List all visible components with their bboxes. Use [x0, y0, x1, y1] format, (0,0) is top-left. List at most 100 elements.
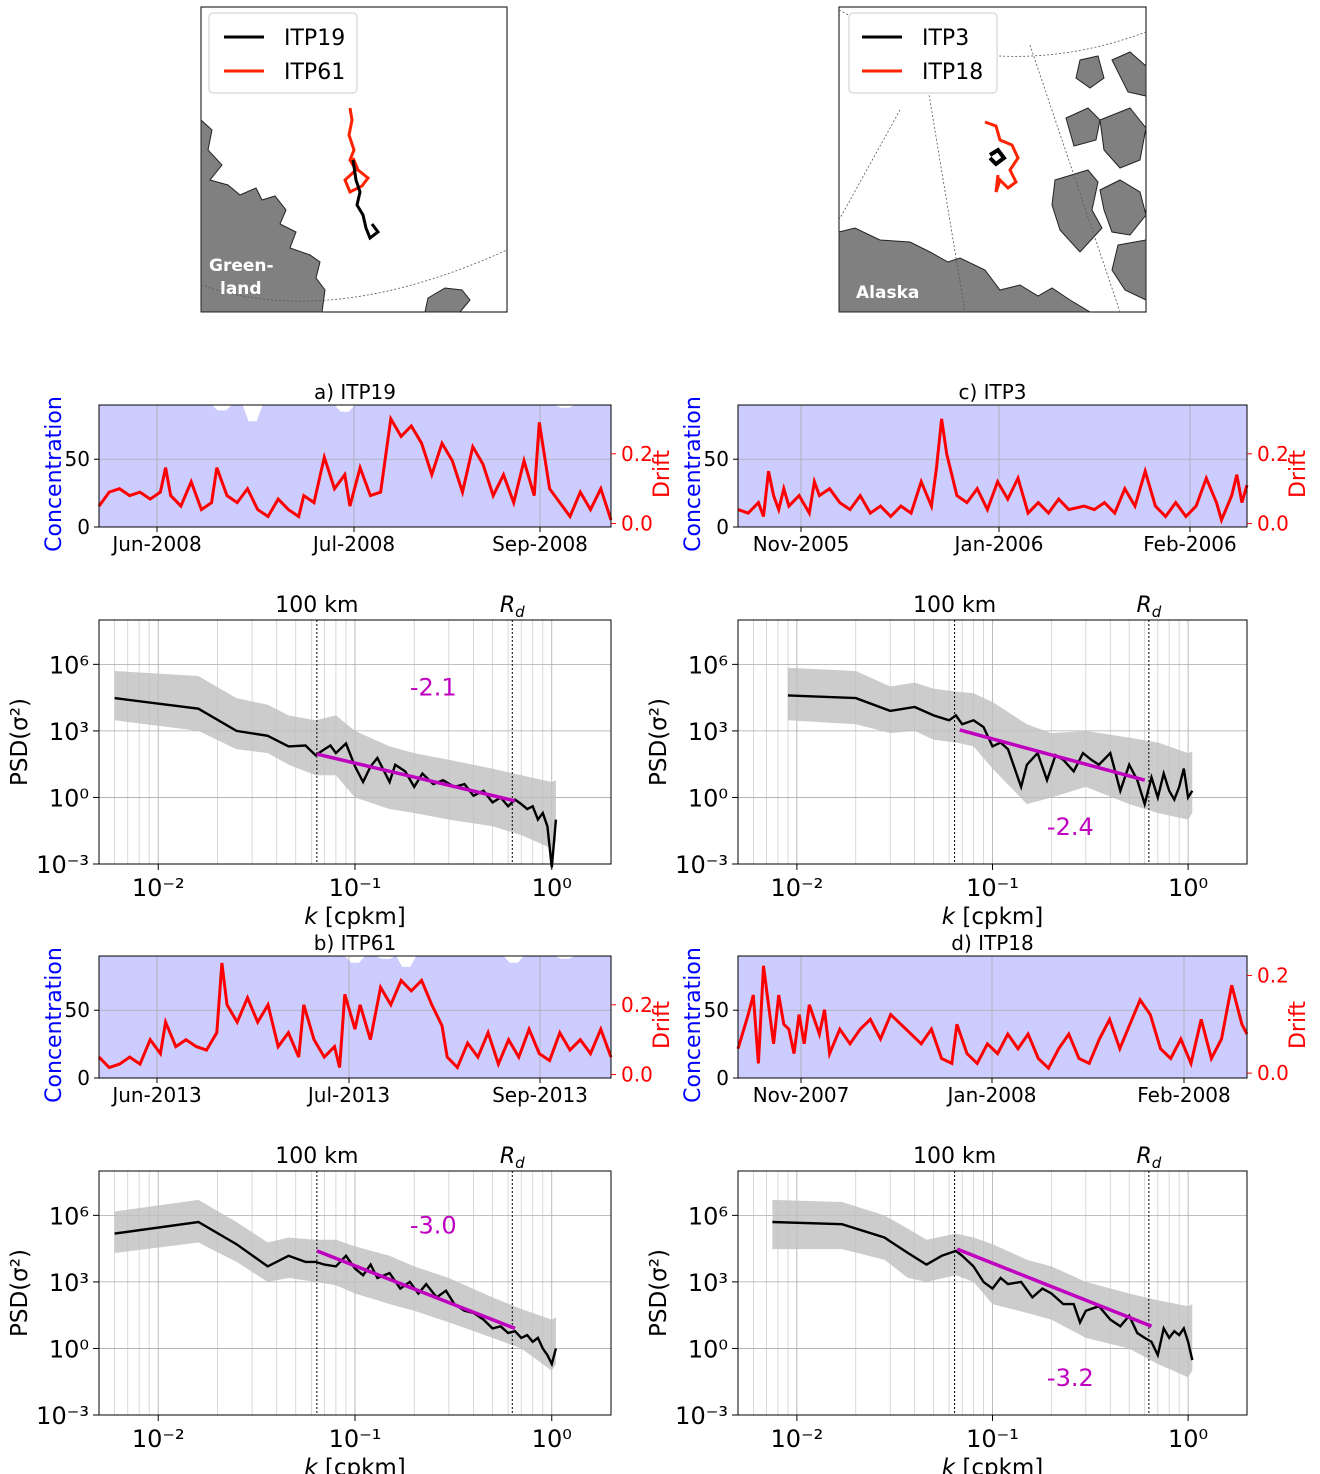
ice-concentration-area	[738, 405, 1247, 527]
concentration-gap-5	[554, 405, 575, 408]
y-right-tick-label: 0.2	[621, 442, 653, 466]
ref-line-label-0: 100 km	[913, 593, 996, 618]
track-itp18	[984, 120, 1020, 193]
concentration-gap-2	[396, 956, 417, 967]
concentration-gap-1	[375, 956, 396, 959]
y-tick-label: 10⁰	[688, 1335, 728, 1363]
axes-frame	[98, 955, 612, 1079]
y-right-tick-label: 0.0	[1257, 1061, 1289, 1085]
x-tick-label: Jan-2008	[946, 1083, 1037, 1107]
y-left-tick-label: 0	[77, 515, 90, 539]
x-tick-label: Jun-2008	[110, 532, 201, 556]
legend-label-itp18: ITP18	[922, 60, 983, 85]
greenland-land	[200, 118, 326, 313]
concentration-gap-0	[119, 400, 140, 405]
axes-frame	[98, 404, 612, 528]
concentration-gap-2	[242, 405, 263, 422]
psd-panel-b_psd: 100 km Rd -3.0 10⁻² 10⁻¹ 10⁰ 10⁻³ 10⁰ 10³ 10⁶ k [c…	[7, 1144, 612, 1474]
slope-label: -2.1	[410, 673, 457, 701]
y-left-tick-label: 0	[716, 1066, 729, 1090]
ref-line-label-1: Rd	[1136, 593, 1161, 621]
place-label-greenland-2: land	[220, 279, 262, 299]
y-left-tick-label: 50	[704, 447, 729, 471]
y-right-tick-label: 0.2	[1257, 442, 1289, 466]
map-itp3-itp18: ITP3 ITP18 Alaska	[838, 6, 1147, 313]
x-axis-label: k [cpkm]	[304, 1455, 406, 1474]
y-right-axis-label: Drift	[650, 450, 675, 498]
x-axis-label: k [cpkm]	[942, 904, 1044, 930]
y-left-tick-label: 50	[65, 998, 90, 1022]
ref-line-label-0: 100 km	[275, 1144, 358, 1169]
y-tick-label: 10³	[49, 1269, 89, 1297]
panel-title: d) ITP18	[951, 931, 1033, 955]
y-tick-label: 10⁶	[49, 651, 89, 679]
canada-islands	[1051, 51, 1147, 301]
axes-frame	[737, 404, 1248, 528]
timeseries-panel-d_ts: d) ITP18 Nov-2007 Jan-2008 Feb-2008 0 50 0.0 0.…	[681, 931, 1311, 1107]
place-label-greenland-1: Green-	[209, 256, 274, 276]
x-tick-label: Jun-2013	[110, 1083, 201, 1107]
slope-fit-line	[316, 752, 516, 803]
psd-line	[114, 1220, 558, 1368]
ref-line-label-0: 100 km	[275, 593, 358, 618]
y-tick-label: 10⁶	[688, 1202, 728, 1230]
y-left-tick-label: 50	[704, 998, 729, 1022]
y-axis-label: PSD(σ²)	[646, 698, 672, 786]
chart-panels: a) ITP19 Jun-2008 Jul-2008 Sep-2008 0 50 0.0 0.…	[7, 380, 1311, 1474]
x-tick-label: Sep-2008	[492, 532, 588, 556]
y-tick-label: 10⁻³	[36, 851, 89, 879]
drift-line	[737, 418, 1249, 525]
concentration-gap-4	[503, 956, 524, 963]
x-tick-label: Jul-2008	[311, 532, 395, 556]
legend-label-itp19: ITP19	[284, 26, 345, 51]
concentration-gap-3	[334, 405, 355, 412]
x-tick-label: Feb-2008	[1137, 1083, 1231, 1107]
y-right-axis-label: Drift	[1286, 450, 1311, 498]
concentration-gap-0	[345, 956, 365, 963]
ice-concentration-area	[99, 405, 611, 527]
slope-fit-line	[959, 728, 1146, 782]
x-tick-label: 10⁻²	[770, 874, 823, 902]
y-right-axis-label: Drift	[650, 1001, 675, 1049]
panel-title: c) ITP3	[958, 380, 1026, 404]
x-tick-label: 10⁰	[1168, 874, 1208, 902]
drift-line	[97, 962, 613, 1071]
y-left-axis-label: Concentration	[42, 396, 67, 552]
y-tick-label: 10³	[49, 718, 89, 746]
x-axis-label: k [cpkm]	[942, 1455, 1044, 1474]
x-tick-label: 10⁻¹	[329, 874, 382, 902]
confidence-band	[114, 1199, 556, 1371]
slope-label: -3.0	[410, 1212, 457, 1240]
y-tick-label: 10³	[688, 1269, 728, 1297]
x-axis-label: k [cpkm]	[304, 904, 406, 930]
concentration-gap-1	[211, 405, 232, 411]
slope-fit-line	[316, 1249, 516, 1331]
slope-fit-line	[956, 1247, 1153, 1328]
x-tick-label: 10⁻²	[132, 874, 185, 902]
panel-title: a) ITP19	[314, 380, 396, 404]
y-tick-label: 10⁰	[49, 784, 89, 812]
y-right-tick-label: 0.0	[1257, 512, 1289, 536]
drift-line	[97, 414, 613, 521]
x-tick-label: Nov-2007	[753, 1083, 850, 1107]
psd-panel-a_psd: 100 km Rd -2.1 10⁻² 10⁻¹ 10⁰ 10⁻³ 10⁰ 10³ 10⁶ k [c…	[7, 593, 612, 930]
x-tick-label: 10⁻²	[132, 1425, 185, 1453]
x-tick-label: 10⁰	[532, 1425, 572, 1453]
x-tick-label: Nov-2005	[753, 532, 850, 556]
place-label-alaska: Alaska	[856, 283, 919, 303]
legend-label-itp61: ITP61	[284, 60, 345, 85]
timeseries-panel-c_ts: c) ITP3 Nov-2005 Jan-2006 Feb-2006 0 50 0.0 0.2…	[681, 380, 1311, 556]
x-tick-label: 10⁰	[532, 874, 572, 902]
x-tick-label: 10⁻²	[770, 1425, 823, 1453]
y-left-tick-label: 0	[77, 1066, 90, 1090]
timeseries-panel-a_ts: a) ITP19 Jun-2008 Jul-2008 Sep-2008 0 50 0.0 0.…	[42, 380, 675, 556]
map-itp19-itp61: ITP19 ITP61 Green- land	[200, 6, 508, 313]
y-left-axis-label: Concentration	[681, 396, 706, 552]
y-axis-label: PSD(σ²)	[646, 1249, 672, 1337]
y-left-axis-label: Concentration	[681, 947, 706, 1103]
x-tick-label: Jan-2006	[953, 532, 1044, 556]
confidence-band	[772, 1199, 1193, 1378]
y-tick-label: 10⁶	[49, 1202, 89, 1230]
y-right-tick-label: 0.0	[621, 512, 653, 536]
